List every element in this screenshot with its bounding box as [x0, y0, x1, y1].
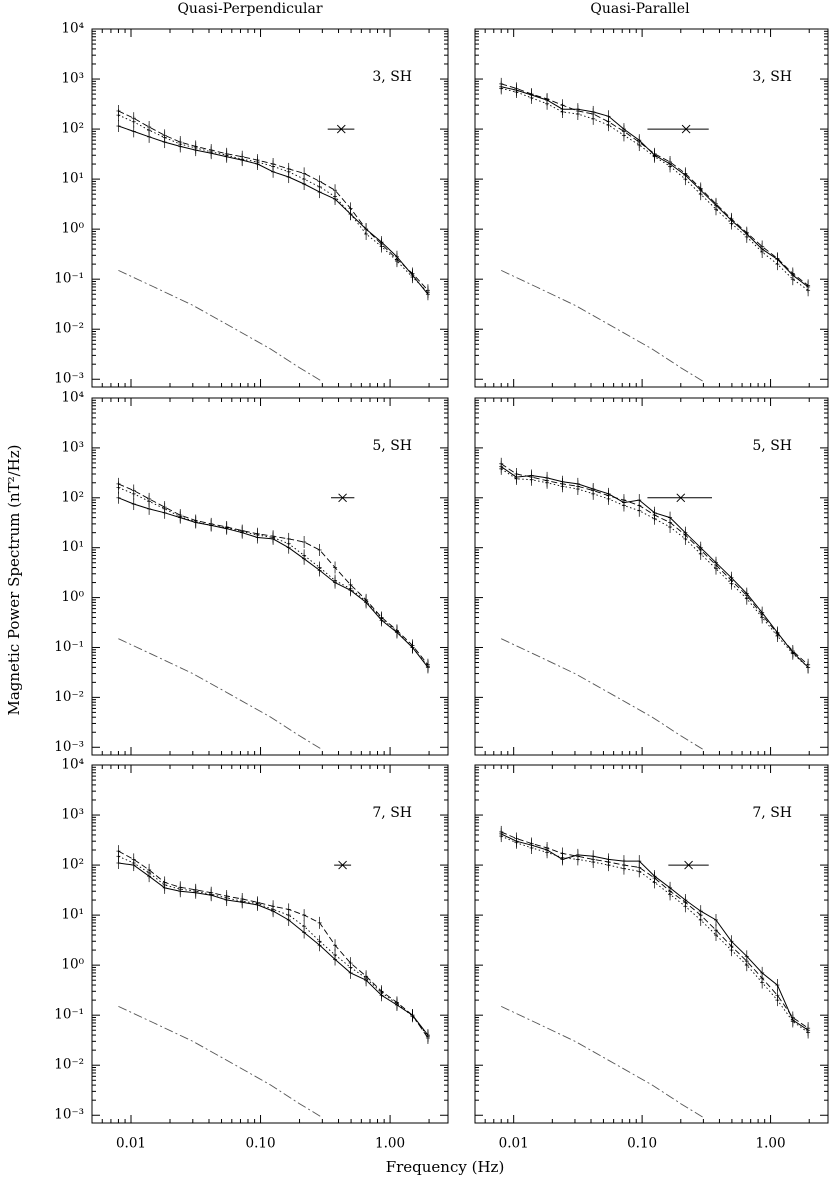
panel-4: 5, SH	[474, 397, 829, 756]
y-tick-label: 10⁻²	[54, 1057, 84, 1073]
series-line-dashed	[501, 831, 809, 1029]
y-tick-label: 10²	[61, 121, 84, 137]
y-tick-label: 10⁻¹	[54, 639, 84, 655]
plot-frame	[474, 28, 829, 388]
panel-6: 0.01 0.10 1.00 7, SH	[474, 764, 829, 1152]
panel-1: 10⁻³ 10⁻² 10⁻¹ 10⁰ 10¹ 10² 10³ 10⁴ 3, SH	[54, 21, 449, 388]
x-tick-label: 0.01	[116, 1136, 146, 1152]
y-tick-label: 10¹	[61, 539, 84, 555]
y-tick-label: 10⁻²	[54, 689, 84, 705]
y-tick-label: 10⁴	[61, 21, 84, 37]
series-line-dashed	[501, 83, 809, 286]
noise-floor-line	[118, 1005, 323, 1118]
panel-3: 10⁻³ 10⁻² 10⁻¹ 10⁰ 10¹ 10² 10³ 10⁴ 5, SH	[54, 390, 449, 756]
series-line-solid	[118, 497, 429, 668]
series-line-dotted	[118, 114, 429, 293]
plot-frame	[474, 397, 829, 756]
series-line-dotted	[501, 87, 809, 291]
y-tick-label: 10⁻¹	[54, 1007, 84, 1023]
y-tick-label: 10¹	[61, 171, 84, 187]
panel-label: 7, SH	[372, 805, 412, 821]
y-axis-label: Magnetic Power Spectrum (nT²/Hz)	[5, 444, 23, 715]
plot-frame	[91, 28, 449, 388]
x-tick-label: 1.00	[756, 1136, 786, 1152]
y-tick-label: 10⁻²	[54, 321, 84, 337]
y-tick-label: 10⁻³	[54, 739, 84, 755]
plot-frame	[91, 397, 449, 756]
panel-label: 7, SH	[752, 805, 792, 821]
panel-label: 5, SH	[372, 438, 412, 454]
panel-2: 3, SH	[474, 28, 829, 388]
plot-frame	[474, 764, 829, 1124]
series-line-dotted	[118, 855, 429, 1037]
y-tick-label: 10³	[61, 807, 84, 823]
marker-cross	[684, 860, 693, 870]
y-tick-label: 10³	[61, 71, 84, 87]
series-line-dotted	[501, 835, 809, 1033]
marker-cross	[338, 860, 347, 870]
y-tick-label: 10¹	[61, 907, 84, 923]
x-tick-label: 0.10	[627, 1136, 657, 1152]
y-tick-label: 10²	[61, 489, 84, 505]
panel-label: 5, SH	[752, 438, 792, 454]
x-tick-label: 0.01	[499, 1136, 529, 1152]
y-tick-label: 10⁴	[61, 390, 84, 406]
y-tick-label: 10⁻¹	[54, 271, 84, 287]
y-tick-label: 10⁰	[61, 957, 84, 973]
y-tick-label: 10⁻³	[54, 1107, 84, 1123]
noise-floor-line	[501, 1005, 704, 1118]
x-tick-label: 1.00	[375, 1136, 405, 1152]
plot-area	[499, 457, 811, 750]
noise-floor-line	[501, 638, 704, 750]
y-tick-label: 10⁰	[61, 589, 84, 605]
series-line-solid	[500, 833, 809, 1031]
y-tick-label: 10⁰	[61, 221, 84, 237]
plot-area	[499, 825, 811, 1118]
marker-cross	[338, 493, 347, 503]
panel-5: 10⁻³ 10⁻² 10⁻¹ 10⁰ 10¹ 10² 10³ 10⁴ 0.01 0.10 1.00 7…	[54, 757, 449, 1152]
noise-floor-line	[118, 269, 323, 382]
marker-cross	[681, 124, 691, 134]
x-tick-label: 0.10	[246, 1136, 276, 1152]
y-tick-label: 10⁻³	[54, 371, 84, 387]
marker-cross	[676, 493, 686, 503]
plot-frame	[91, 764, 449, 1124]
series-line-dotted	[118, 487, 429, 667]
plot-area	[116, 477, 430, 750]
plot-area	[499, 77, 811, 382]
series-line-dashed	[500, 463, 809, 666]
column-title-left: Quasi-Perpendicular	[177, 1, 322, 17]
y-tick-label: 10³	[61, 439, 84, 455]
column-title-right: Quasi-Parallel	[590, 1, 690, 17]
panel-label: 3, SH	[372, 69, 412, 85]
noise-floor-line	[118, 638, 323, 750]
x-axis-label: Frequency (Hz)	[386, 1158, 505, 1176]
panel-label: 3, SH	[752, 69, 792, 85]
series-line-solid	[500, 466, 809, 668]
plot-area	[116, 104, 430, 382]
series-line-dotted	[500, 468, 809, 668]
plot-area	[116, 845, 430, 1118]
series-line-solid	[118, 125, 429, 295]
y-tick-label: 10⁴	[61, 757, 84, 773]
marker-cross	[336, 124, 346, 134]
y-tick-label: 10²	[61, 857, 84, 873]
noise-floor-line	[501, 269, 704, 382]
